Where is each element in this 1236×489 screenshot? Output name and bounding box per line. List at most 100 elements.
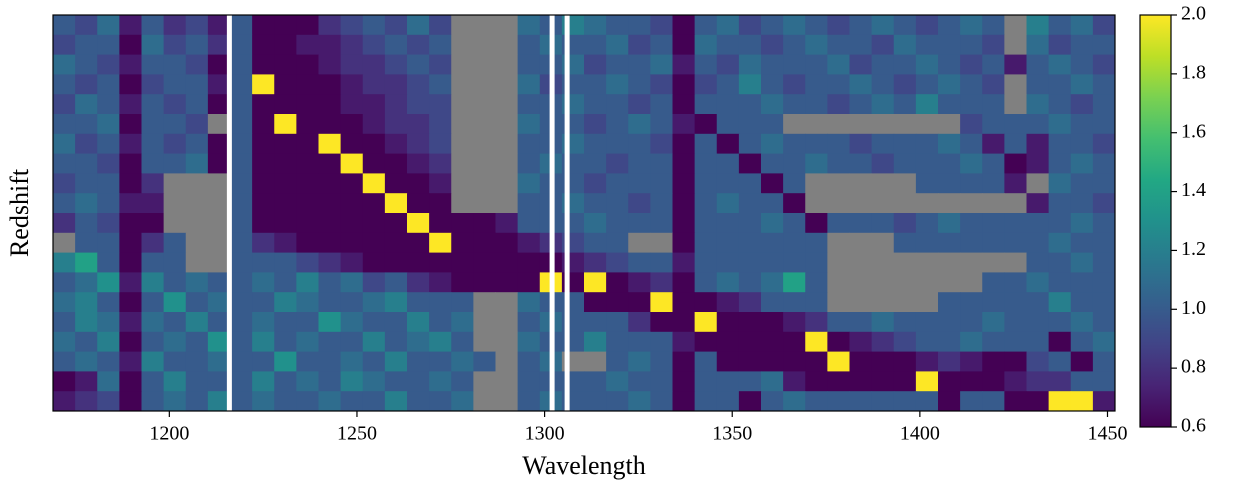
heatmap-cell — [296, 74, 319, 95]
heatmap-cell — [517, 114, 541, 135]
heatmap-cell — [296, 54, 319, 75]
heatmap-cell — [915, 391, 939, 411]
heatmap-cell — [384, 331, 408, 353]
heatmap-cell — [650, 371, 673, 392]
heatmap-cell — [871, 54, 895, 75]
heatmap-cell — [517, 15, 541, 36]
heatmap-cell — [584, 153, 607, 174]
heatmap-cell — [1004, 391, 1027, 411]
heatmap-cell — [960, 173, 983, 194]
heatmap-cell — [517, 173, 541, 194]
heatmap-cell — [274, 213, 297, 234]
heatmap-cell — [274, 272, 297, 293]
heatmap-cell — [53, 391, 76, 411]
heatmap-cell — [1048, 54, 1072, 75]
heatmap-cell — [53, 173, 76, 194]
heatmap-cell — [672, 351, 696, 372]
heatmap-cell — [53, 213, 76, 234]
heatmap-cell — [982, 371, 1005, 392]
heatmap-cell — [141, 351, 165, 372]
heatmap-cell — [318, 114, 342, 135]
heatmap-cell — [75, 391, 98, 411]
heatmap-cell — [429, 54, 452, 75]
heatmap-cell — [938, 292, 961, 313]
heatmap-cell — [606, 133, 629, 155]
colorbar-tick-label: 1.8 — [1181, 61, 1206, 83]
heatmap-cell — [1070, 94, 1094, 115]
heatmap-cell — [340, 312, 364, 333]
heatmap-cell — [783, 272, 806, 293]
heatmap-cell — [584, 94, 607, 115]
heatmap-cell — [384, 54, 408, 75]
heatmap-cell — [517, 272, 541, 293]
heatmap-cell — [296, 114, 319, 135]
heatmap-cell — [584, 114, 607, 135]
heatmap-cell — [893, 351, 917, 372]
heatmap-cell — [230, 74, 253, 95]
heatmap-cell — [1092, 272, 1115, 293]
masked-cell — [871, 173, 895, 194]
heatmap-cell — [827, 391, 850, 411]
masked-cell — [185, 193, 209, 214]
heatmap-cell — [429, 292, 452, 313]
heatmap-cell — [628, 34, 651, 56]
heatmap-cell — [1026, 94, 1050, 115]
heatmap-cell — [407, 133, 430, 155]
masked-cell — [163, 193, 187, 214]
heatmap-cell — [783, 252, 806, 273]
heatmap-cell — [783, 351, 806, 372]
heatmap-cell — [1048, 74, 1072, 95]
heatmap-cell — [628, 193, 651, 214]
heatmap-cell — [340, 331, 364, 353]
heatmap-cell — [384, 133, 408, 155]
heatmap-cell — [650, 331, 673, 353]
heatmap-cell — [628, 114, 651, 135]
masked-cell — [495, 153, 519, 174]
heatmap-cell — [1026, 272, 1050, 293]
heatmap-cell — [960, 54, 983, 75]
heatmap-cell — [384, 173, 408, 194]
heatmap-cell — [429, 351, 452, 372]
heatmap-cell — [938, 351, 961, 372]
masked-cell — [495, 331, 519, 353]
x-tick-label: 1400 — [900, 423, 940, 445]
heatmap-cell — [384, 232, 408, 254]
heatmap-cell — [517, 252, 541, 273]
heatmap-cell — [53, 74, 76, 95]
masked-cell — [473, 292, 496, 313]
heatmap-cell — [606, 193, 629, 214]
heatmap-cell — [584, 213, 607, 234]
heatmap-cell — [318, 34, 342, 56]
heatmap-cell — [1092, 292, 1115, 313]
heatmap-cell — [274, 153, 297, 174]
heatmap-cell — [761, 34, 784, 56]
heatmap-cell — [252, 391, 275, 411]
heatmap-cell — [53, 312, 76, 333]
heatmap-cell — [97, 331, 120, 353]
heatmap-cell — [584, 54, 607, 75]
heatmap-cell — [694, 312, 718, 333]
heatmap-cell — [75, 292, 98, 313]
heatmap-cell — [783, 153, 806, 174]
heatmap-cell — [97, 153, 120, 174]
heatmap-cell — [296, 133, 319, 155]
heatmap-cell — [429, 74, 452, 95]
heatmap-cell — [738, 371, 762, 392]
heatmap-cell — [805, 331, 828, 353]
heatmap-cell — [893, 312, 917, 333]
heatmap-cell — [716, 114, 740, 135]
heatmap-cell — [1004, 272, 1027, 293]
heatmap-cell — [163, 312, 187, 333]
heatmap-cell — [318, 252, 342, 273]
heatmap-cell — [296, 94, 319, 115]
heatmap-cell — [1092, 213, 1115, 234]
heatmap-cell — [517, 331, 541, 353]
heatmap-cell — [650, 74, 673, 95]
heatmap — [53, 15, 1115, 411]
masked-cell — [805, 193, 828, 214]
heatmap-cell — [805, 133, 828, 155]
heatmap-cell — [362, 252, 386, 273]
heatmap-cell — [672, 391, 696, 411]
heatmap-cell — [938, 371, 961, 392]
heatmap-cell — [451, 272, 474, 293]
